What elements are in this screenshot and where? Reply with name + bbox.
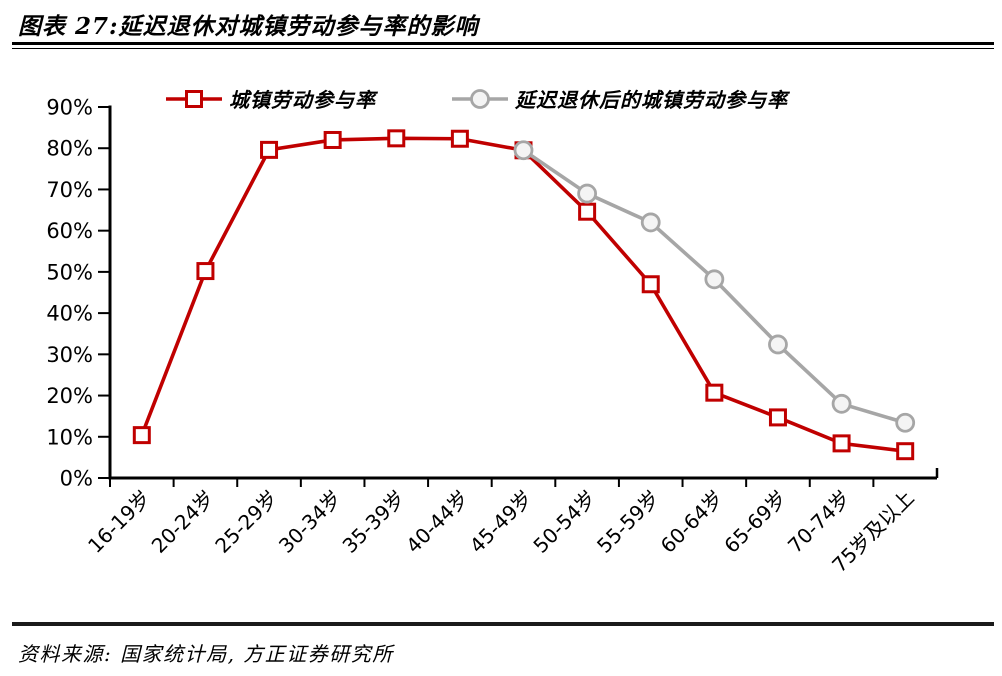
square-marker-icon — [832, 434, 851, 453]
square-marker-icon — [641, 275, 660, 294]
legend-label: 城镇劳动参与率 — [229, 88, 376, 112]
square-marker-icon — [132, 426, 151, 445]
y-tick-label: 50% — [46, 260, 93, 284]
square-marker-icon — [705, 383, 724, 402]
circle-marker-icon — [831, 393, 852, 414]
circle-marker-icon — [768, 334, 788, 355]
x-tick-label: 20-24岁 — [147, 486, 219, 558]
gray-circle-series-icon — [452, 87, 508, 111]
x-tick-label: 50-54岁 — [528, 486, 600, 558]
circle-marker-icon — [704, 269, 725, 290]
series-line — [140, 136, 906, 453]
x-tick-label: 60-64岁 — [656, 486, 728, 558]
x-tick-label: 65-69岁 — [719, 486, 791, 558]
y-tick-label: 60% — [46, 219, 93, 243]
y-tick-label: 10% — [46, 425, 93, 449]
series-0 — [132, 129, 915, 461]
x-tick-label: 40-44岁 — [401, 486, 473, 558]
x-tick-label: 35-39岁 — [338, 486, 410, 558]
series-1 — [513, 140, 916, 433]
y-tick-label: 20% — [46, 384, 93, 408]
x-tick-label: 55-59岁 — [592, 486, 664, 558]
square-marker-icon — [323, 130, 342, 149]
red-square-series-icon — [166, 87, 222, 111]
footer-divider-rule — [12, 622, 994, 626]
legend-item-urban-participation: 城镇劳动参与率 — [166, 84, 376, 113]
circle-marker-icon — [513, 140, 534, 161]
square-marker-icon — [450, 129, 469, 148]
square-marker-icon — [768, 408, 787, 427]
chart-legend: 城镇劳动参与率 延迟退休后的城镇劳动参与率 — [0, 84, 1002, 113]
y-tick-label: 40% — [46, 302, 93, 326]
legend-item-delayed-retirement: 延迟退休后的城镇劳动参与率 — [452, 84, 788, 113]
x-tick-label: 16-19岁 — [83, 486, 155, 558]
title-divider-rule — [12, 42, 994, 49]
circle-marker-icon — [640, 212, 661, 233]
y-tick-label: 80% — [46, 137, 93, 161]
y-tick-label: 0% — [60, 467, 93, 491]
circle-marker-icon — [577, 183, 598, 204]
axes — [108, 105, 937, 480]
circle-marker-icon — [895, 412, 916, 433]
y-tick-label: 70% — [46, 178, 93, 202]
y-axis-ticks: 0% 10% 20% 30% 40% 50% 60% 70% 80% 90% — [46, 96, 110, 491]
x-tick-label: 45-49岁 — [465, 486, 537, 558]
legend-label: 延迟退休后的城镇劳动参与率 — [515, 88, 788, 112]
x-axis-ticks — [109, 468, 939, 487]
data-source-note: 资料来源: 国家统计局, 方正证券研究所 — [18, 642, 394, 666]
x-tick-label: 30-34岁 — [274, 486, 346, 558]
y-tick-label: 30% — [46, 343, 93, 367]
square-marker-icon — [387, 129, 406, 148]
square-marker-icon — [260, 140, 279, 159]
figure-title: 图表 27:延迟退休对城镇劳动参与率的影响 — [18, 13, 479, 40]
x-axis-labels: 16-19岁20-24岁25-29岁30-34岁35-39岁40-44岁45-4… — [83, 486, 919, 578]
square-marker-icon — [578, 202, 597, 221]
square-marker-icon — [196, 262, 215, 281]
y-tick-label: 90% — [46, 96, 93, 120]
x-tick-label: 25-29岁 — [210, 486, 282, 558]
square-marker-icon — [896, 442, 915, 461]
